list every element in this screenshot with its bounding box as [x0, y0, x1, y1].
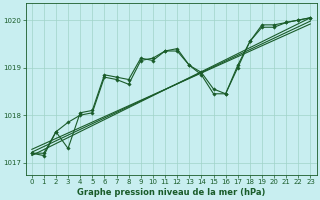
X-axis label: Graphe pression niveau de la mer (hPa): Graphe pression niveau de la mer (hPa): [77, 188, 265, 197]
